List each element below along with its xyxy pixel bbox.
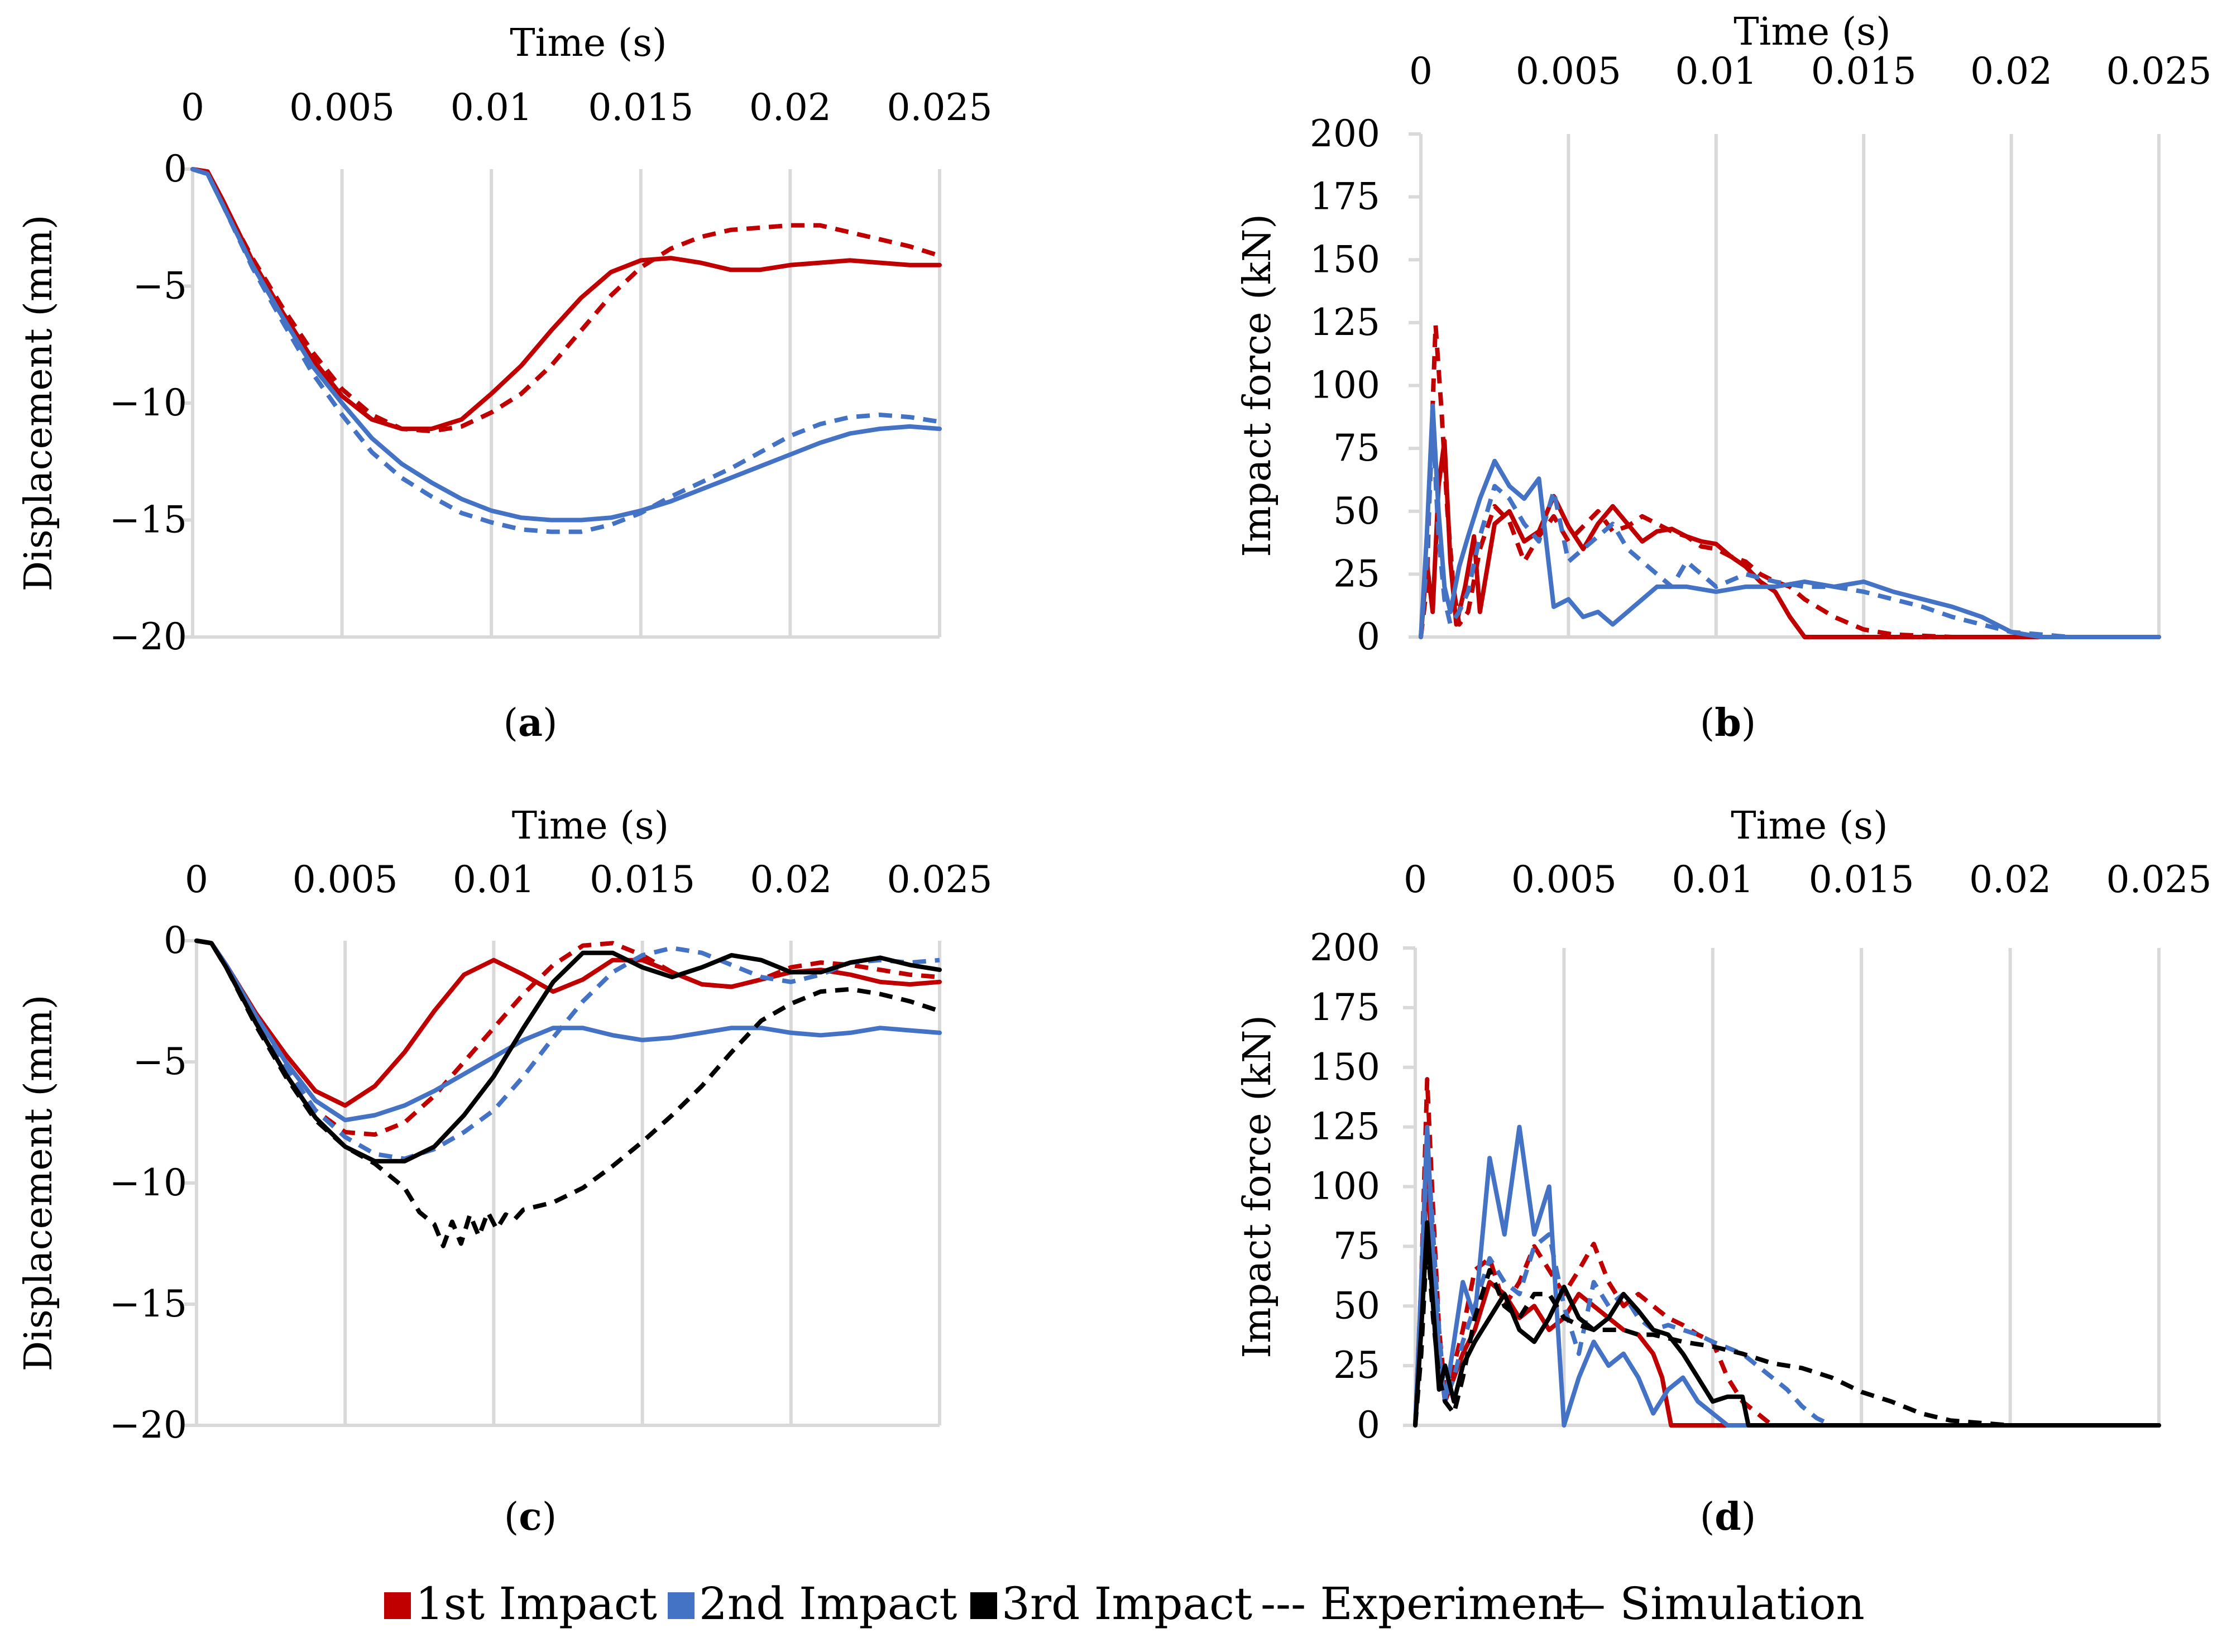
y-tick-label: −20 — [109, 615, 187, 658]
x-tick-label: 0.01 — [451, 86, 533, 129]
x-tick-label: 0 — [185, 858, 208, 901]
panel-a-displacement-chart: 0 0.005 0.01 0.015 0.02 0.025 0 −5 −10 −15 −20 Time… — [17, 21, 992, 658]
y-tick-label: −5 — [133, 265, 187, 308]
y-tick-label: 75 — [1333, 1224, 1380, 1267]
y-tick-label: 75 — [1333, 427, 1380, 470]
x-tick-label: 0.02 — [750, 858, 832, 901]
panel-c-displacement-chart: 0 0.005 0.01 0.015 0.02 0.025 0 −5 −10 −15 −20 Time… — [17, 804, 992, 1447]
series-line-impact1-simulation — [1413, 1160, 2161, 1428]
y-tick-label: 25 — [1333, 1344, 1380, 1387]
x-tick-label: 0.02 — [1969, 858, 2051, 901]
y-tick-label: 150 — [1310, 1046, 1380, 1089]
y-axis-title: Displacement (mm) — [17, 215, 61, 592]
legend-swatch-impact2 — [668, 1592, 695, 1619]
x-tick-label: 0.005 — [293, 858, 398, 901]
legend-label-impact1: 1st Impact — [415, 1578, 657, 1630]
y-tick-label: 0 — [164, 147, 187, 190]
series-line-impact3-simulation — [1413, 1220, 2161, 1428]
series-line-impact3-experiment — [196, 938, 941, 1248]
legend: 1st Impact 2nd Impact 3rd Impact --- Exp… — [384, 1578, 1865, 1630]
series-line-impact2-simulation — [190, 167, 942, 523]
y-tick-label: 0 — [1357, 615, 1380, 658]
x-tick-label: 0.015 — [1811, 50, 1917, 93]
y-tick-label: 0 — [1357, 1404, 1380, 1447]
series-line-impact1-experiment — [1413, 1077, 2159, 1428]
panel-b-force-chart: 0 0.005 0.01 0.015 0.02 0.025 200 175 150 125 100 7… — [1235, 10, 2211, 658]
series-line-impact2-experiment — [1419, 421, 2159, 639]
x-tick-label: 0.01 — [1675, 50, 1757, 93]
y-tick-label: 50 — [1333, 1284, 1380, 1327]
y-tick-label: 50 — [1333, 490, 1380, 533]
series-line-impact1-experiment — [191, 167, 941, 434]
x-tick-label: 0.015 — [588, 86, 693, 129]
x-tick-label: 0 — [181, 86, 204, 129]
x-tick-label: 0 — [1404, 858, 1427, 901]
y-tick-label: −5 — [133, 1040, 187, 1083]
x-tick-label: 0.025 — [887, 86, 993, 129]
x-axis-title: Time (s) — [510, 21, 667, 65]
y-tick-label: −10 — [109, 1161, 187, 1204]
legend-label-simulation: — Simulation — [1561, 1578, 1865, 1630]
x-tick-label: 0.005 — [1511, 858, 1617, 901]
y-tick-label: 175 — [1310, 986, 1380, 1029]
y-tick-label: −15 — [109, 1282, 187, 1325]
x-tick-label: 0.005 — [289, 86, 395, 129]
series-line-impact2-simulation — [1419, 403, 2161, 639]
x-tick-label: 0.025 — [887, 858, 993, 901]
y-tick-label: −20 — [109, 1404, 187, 1447]
series-line-impact1-experiment — [1419, 323, 2159, 639]
y-tick-label: −15 — [109, 499, 187, 542]
x-tick-label: 0.025 — [2106, 858, 2212, 901]
x-tick-label: 0.01 — [1672, 858, 1754, 901]
y-tick-label: 150 — [1310, 238, 1380, 281]
panel-d-force-chart: 0 0.005 0.01 0.015 0.02 0.025 200 175 150 125 100 7… — [1235, 804, 2211, 1447]
series-line-impact1-experiment — [196, 938, 940, 1137]
series-line-impact3-experiment — [1413, 1232, 2159, 1428]
x-tick-label: 0.015 — [590, 858, 695, 901]
panel-a-label: (a) — [503, 701, 557, 745]
y-tick-label: 0 — [164, 919, 187, 962]
x-tick-label: 0.005 — [1516, 50, 1621, 93]
y-tick-label: −10 — [109, 381, 187, 424]
x-axis-title: Time (s) — [1733, 10, 1890, 54]
legend-swatch-impact1 — [384, 1592, 411, 1619]
y-axis-title: Impact force (kN) — [1235, 214, 1280, 557]
x-tick-label: 0.02 — [1970, 50, 2052, 93]
legend-label-experiment: --- Experiment — [1261, 1578, 1584, 1630]
series-line-impact1-simulation — [1419, 438, 2161, 639]
y-tick-label: 200 — [1310, 926, 1380, 969]
x-axis-title: Time (s) — [512, 804, 669, 848]
y-tick-label: 100 — [1310, 1165, 1380, 1208]
y-tick-label: 125 — [1310, 301, 1380, 344]
series-line-impact1-simulation — [190, 167, 942, 432]
panel-c-label: (c) — [504, 1495, 557, 1539]
x-tick-label: 0.02 — [749, 86, 831, 129]
series-line-impact2-simulation — [194, 938, 942, 1123]
y-tick-label: 25 — [1333, 552, 1380, 595]
legend-swatch-impact3 — [970, 1592, 997, 1619]
y-tick-label: 200 — [1310, 112, 1380, 155]
y-axis-title: Impact force (kN) — [1235, 1015, 1280, 1358]
y-tick-label: 175 — [1310, 175, 1380, 218]
x-tick-label: 0 — [1409, 50, 1433, 93]
x-tick-label: 0.01 — [453, 858, 535, 901]
x-tick-label: 0.015 — [1809, 858, 1914, 901]
series-line-impact2-experiment — [196, 938, 940, 1161]
y-tick-label: 125 — [1310, 1105, 1380, 1148]
x-tick-label: 0.025 — [2106, 50, 2212, 93]
x-axis-title: Time (s) — [1731, 804, 1888, 848]
series-line-impact2-experiment — [191, 167, 940, 534]
panel-d-label: (d) — [1700, 1495, 1756, 1539]
legend-label-impact3: 3rd Impact — [1002, 1578, 1252, 1630]
panel-b-label: (b) — [1700, 701, 1756, 745]
legend-label-impact2: 2nd Impact — [699, 1578, 957, 1630]
y-axis-title: Displacement (mm) — [17, 995, 61, 1372]
y-tick-label: 100 — [1310, 364, 1380, 407]
